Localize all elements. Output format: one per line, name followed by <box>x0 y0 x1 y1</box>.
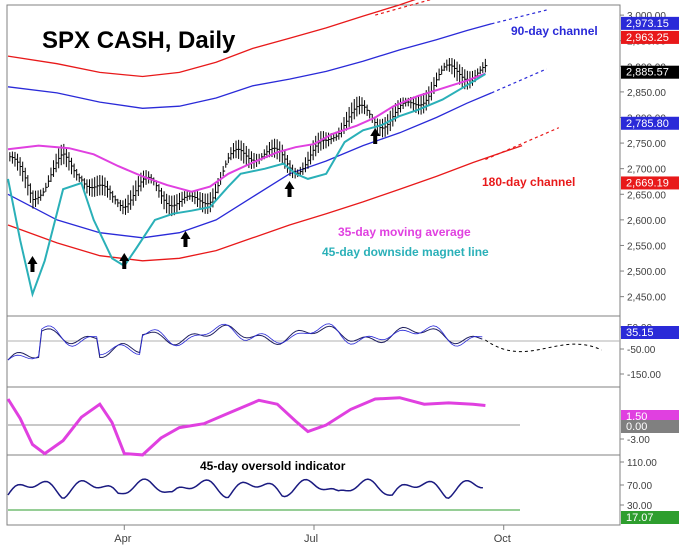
price-badge-box <box>621 65 679 79</box>
price-badge-label: 2,973.15 <box>626 18 669 30</box>
price-badge-box <box>621 116 679 130</box>
price-tick-label: 3,000.00 <box>627 11 666 22</box>
oversold-badge-label: 17.07 <box>626 512 654 524</box>
price-tick-label: 2,750.00 <box>627 139 666 150</box>
series-line-180-day-channel-lower <box>7 144 523 262</box>
annotation-180-day-channel: 180-day channel <box>482 175 575 189</box>
oscillator-signal-line <box>7 323 483 361</box>
low-marker-arrow <box>180 231 191 247</box>
price-tick-label: 2,850.00 <box>627 88 666 99</box>
momentum-zero-badge-box <box>621 420 679 433</box>
price-tick-label: 2,500.00 <box>627 267 666 278</box>
momentum-line <box>6 396 486 457</box>
price-badge-label: 2,785.80 <box>626 118 669 130</box>
x-tick-label: Oct <box>494 533 511 545</box>
oscillator-projection <box>485 339 602 353</box>
price-tick-label: 2,550.00 <box>627 241 666 252</box>
annotation-35-day-ma: 35-day moving average <box>338 225 471 239</box>
sub-tick-label: 30.00 <box>627 501 652 512</box>
low-marker-arrow <box>370 128 381 144</box>
sub-tick-label: -3.00 <box>627 435 650 446</box>
price-tick-label: 2,600.00 <box>627 216 666 227</box>
momentum-badge-box <box>621 410 679 423</box>
oscillator-line <box>7 324 483 361</box>
oversold-line <box>7 478 483 500</box>
sub-tick-label: -50.00 <box>627 345 656 356</box>
momentum-panel <box>6 386 621 456</box>
series-line-180-day-channel-upper <box>7 0 416 78</box>
projection-line <box>375 0 432 16</box>
price-tick-label: 2,700.00 <box>627 165 666 176</box>
annotation-45-day-magnet: 45-day downside magnet line <box>322 245 489 259</box>
annotation-90-day-channel: 90-day channel <box>511 24 598 38</box>
price-badge-box <box>621 16 679 30</box>
sub-tick-label: -150.00 <box>627 370 661 381</box>
sub-tick-label: 110.00 <box>627 458 657 469</box>
price-badge-box <box>621 176 679 190</box>
x-tick-label: Apr <box>114 533 131 545</box>
oversold-panel <box>6 454 621 526</box>
low-marker-arrow <box>27 256 38 272</box>
oscillator-badge-label: 35.15 <box>626 327 654 339</box>
series-line-45-day-downside-magnet-line <box>7 73 486 298</box>
oversold-badge-box <box>621 511 679 524</box>
price-panel <box>6 4 621 317</box>
low-marker-arrow <box>119 253 130 269</box>
projection-line <box>485 127 560 161</box>
oversold-indicator-title: 45-day oversold indicator <box>200 459 346 473</box>
oscillator-badge-box <box>621 326 679 339</box>
low-marker-arrow <box>284 181 295 197</box>
chart-title: SPX CASH, Daily <box>42 27 236 54</box>
price-tick-label: 2,650.00 <box>627 190 666 201</box>
series-line-90-day-channel-lower <box>7 92 492 239</box>
series-line-35-day-moving-average <box>7 72 486 193</box>
sub-tick-label: 70.00 <box>627 481 652 492</box>
projection-line <box>491 68 547 94</box>
x-tick-label: Jul <box>304 533 318 545</box>
price-badge-label: 2,669.19 <box>626 177 669 189</box>
momentum-zero-badge-label: 0.00 <box>626 421 647 433</box>
series-line-90-day-channel-upper <box>7 23 492 109</box>
price-tick-label: 2,450.00 <box>627 293 666 304</box>
price-badge-box <box>621 30 679 44</box>
price-badge-label: 2,885.57 <box>626 67 669 79</box>
price-badge-label: 2,963.25 <box>626 32 669 44</box>
